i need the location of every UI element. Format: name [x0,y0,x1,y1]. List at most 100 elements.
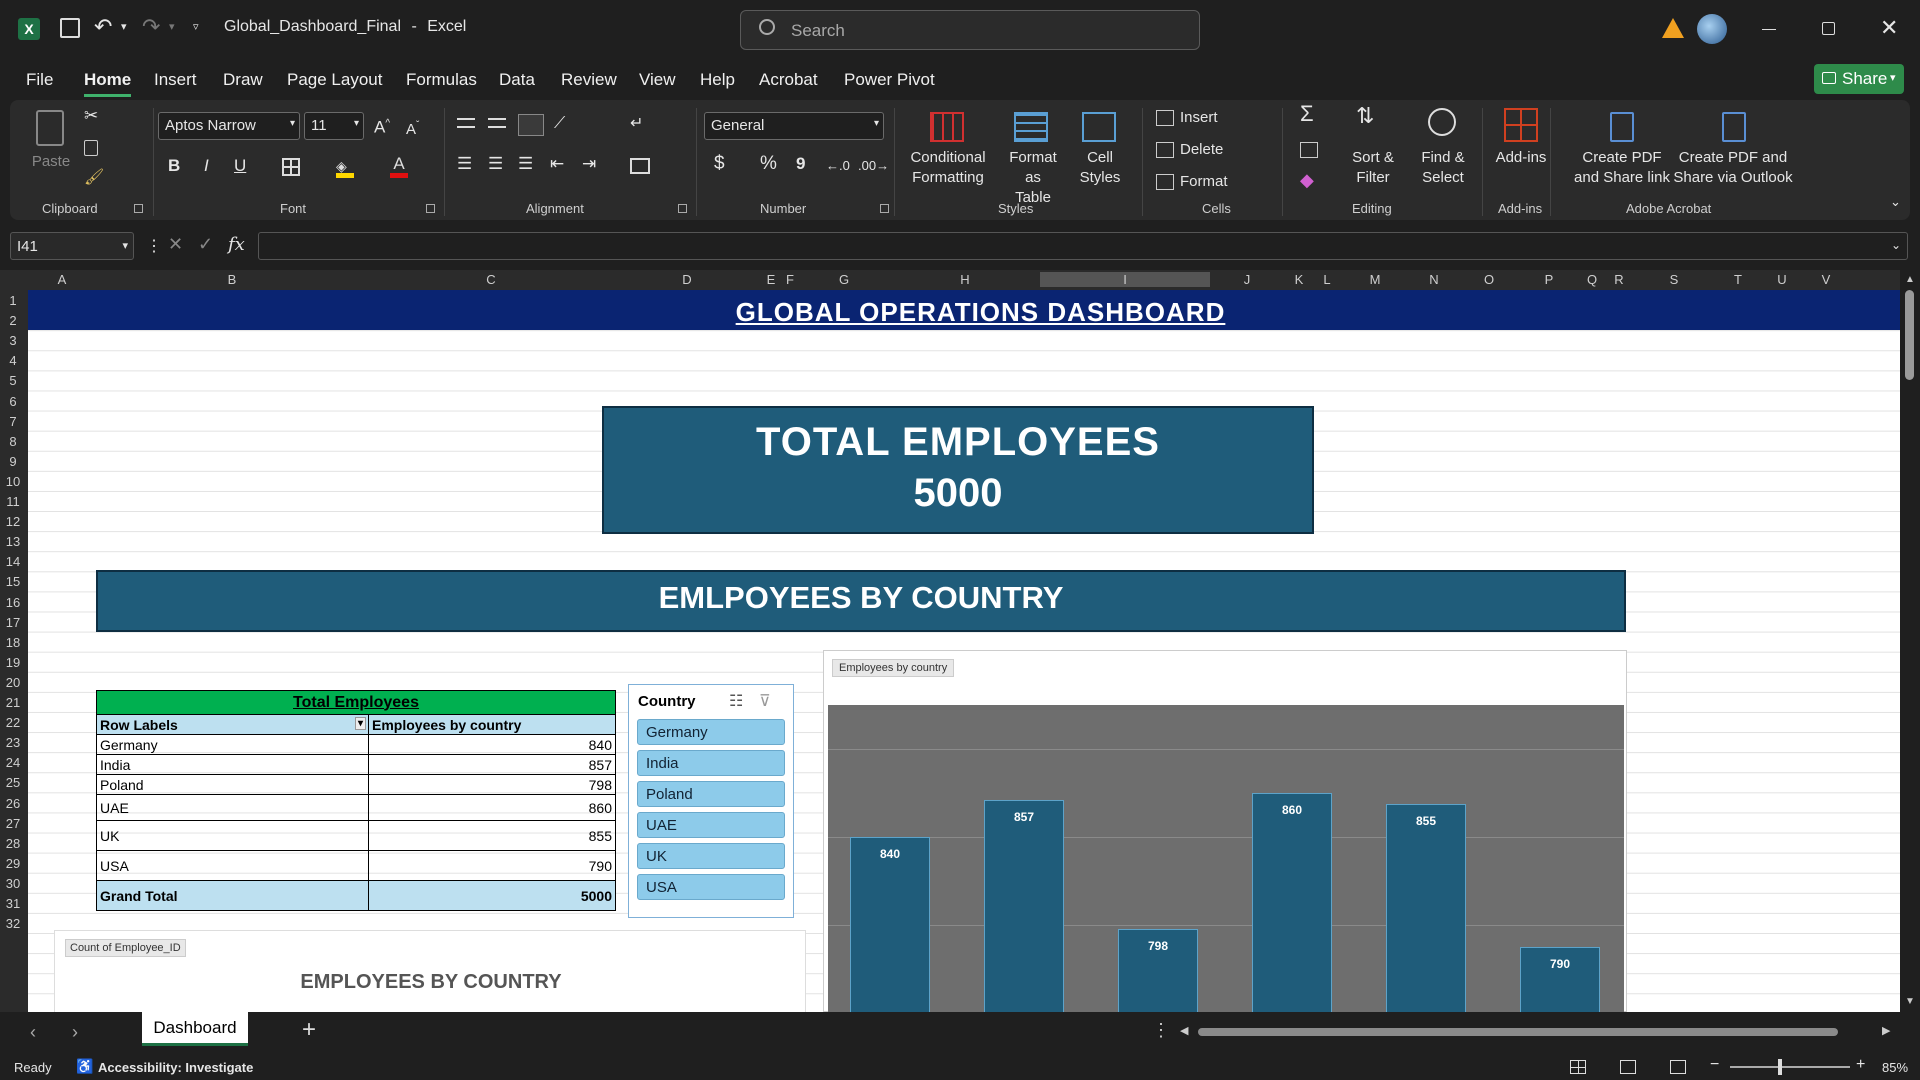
row-header[interactable]: 9 [9,453,17,469]
column-header[interactable]: T [1734,272,1742,287]
row-header[interactable]: 18 [5,634,21,650]
conditional-formatting-icon[interactable] [930,112,964,142]
scroll-up-icon[interactable]: ▲ [1905,274,1915,285]
chart-bar-germany[interactable] [850,837,930,1012]
column-header[interactable]: U [1777,272,1787,287]
row-header[interactable]: 19 [5,654,21,670]
align-bottom-icon[interactable] [518,114,544,136]
cell-styles-icon[interactable] [1082,112,1116,142]
multi-select-icon[interactable]: ☷ [729,693,744,710]
more-options-icon[interactable]: ⋮ [1152,1020,1170,1040]
conditional-formatting-button[interactable]: Conditional Formatting [906,148,990,188]
menu-file[interactable]: File [26,70,54,89]
table-row[interactable]: USA 790 [96,850,616,881]
share-button[interactable]: Share ▾ [1814,64,1904,94]
row-header[interactable]: 27 [5,815,21,831]
row-header[interactable]: 22 [5,715,21,731]
menu-power-pivot[interactable]: Power Pivot [844,70,935,89]
menu-home[interactable]: Home [84,70,132,97]
create-pdf-share-icon[interactable] [1610,112,1634,142]
share-dropdown-icon[interactable]: ▾ [1890,72,1896,84]
page-layout-view-icon[interactable] [1620,1060,1636,1074]
sort-filter-icon[interactable]: ⇅ [1356,103,1375,128]
column-header[interactable]: R [1614,272,1624,287]
name-box[interactable]: I41 ▾ [10,232,134,260]
paste-icon[interactable] [36,110,64,146]
table-row[interactable]: Poland 798 [96,774,616,795]
vertical-scrollbar[interactable]: ▲ ▼ [1900,270,1920,1012]
italic-button[interactable]: I [204,156,209,175]
column-header[interactable]: G [838,272,850,287]
row-header[interactable]: 31 [5,896,21,911]
clipboard-launcher-icon[interactable] [134,204,143,213]
addins-button[interactable]: Add-ins [1495,149,1547,166]
cancel-icon[interactable]: ✕ [168,234,184,254]
column-header[interactable]: P [1544,272,1554,287]
align-middle-icon[interactable] [488,118,506,128]
format-cells-button[interactable]: Format [1180,173,1228,190]
row-header[interactable]: 15 [5,574,21,590]
merge-center-icon[interactable] [630,158,650,174]
underline-button[interactable]: U [234,156,247,175]
alignment-launcher-icon[interactable] [678,204,687,213]
scroll-right-icon[interactable]: ▶ [1882,1025,1891,1037]
chart2-field-button[interactable]: Count of Employee_ID [65,939,186,957]
page-break-view-icon[interactable] [1670,1060,1686,1074]
redo-dropdown-icon[interactable]: ▾ [169,21,175,33]
sheet-tab-dashboard[interactable]: Dashboard [142,1012,248,1046]
table-row[interactable]: Germany 840 [96,734,616,755]
row-header[interactable]: 12 [5,514,21,530]
row-header[interactable]: 20 [5,674,21,690]
avatar[interactable] [1697,14,1727,44]
scroll-down-icon[interactable]: ▼ [1905,996,1915,1007]
font-name-dropdown[interactable]: Aptos Narrow ▾ [158,112,300,140]
slicer-item[interactable]: India [637,750,785,776]
column-header[interactable]: O [1483,272,1495,287]
row-header[interactable]: 3 [9,333,17,349]
font-size-dropdown[interactable]: 11 ▾ [304,112,364,140]
currency-button[interactable]: $ [714,153,725,174]
fill-icon[interactable] [1300,142,1318,158]
menu-data[interactable]: Data [499,70,535,89]
grow-font-icon[interactable]: A^ [374,117,391,137]
slicer-item[interactable]: UAE [637,812,785,838]
close-icon[interactable]: ✕ [1880,15,1899,40]
pivot-table[interactable]: Total Employees Row Labels ▾ Employees b… [96,690,616,911]
menu-acrobat[interactable]: Acrobat [759,70,818,89]
column-header[interactable]: F [786,272,794,287]
undo-icon[interactable]: ↶ [94,14,113,39]
column-header[interactable]: J [1243,272,1251,287]
horizontal-scrollbar[interactable] [1198,1028,1838,1036]
chart-bar-uae[interactable] [1252,793,1332,1012]
row-header[interactable]: 26 [5,795,21,811]
chart-bar-usa[interactable] [1520,947,1600,1012]
customize-qat-icon[interactable]: ▿ [193,21,199,33]
column-header[interactable]: N [1429,272,1439,287]
worksheet-grid[interactable]: GLOBAL OPERATIONS DASHBOARD TOTAL EMPLOY… [28,290,1900,1012]
comma-button[interactable]: 9 [796,154,806,173]
row-header[interactable]: 8 [9,433,17,449]
pivot-col-row-labels[interactable]: Row Labels ▾ [96,714,369,735]
create-pdf-outlook-icon[interactable] [1722,112,1746,142]
percent-button[interactable]: % [760,153,777,174]
row-header[interactable]: 21 [5,695,21,710]
enter-icon[interactable]: ✓ [198,234,214,254]
menu-formulas[interactable]: Formulas [406,70,477,89]
redo-icon[interactable]: ↷ [142,14,161,39]
expand-formula-icon[interactable]: ⌄ [1890,238,1901,252]
align-center-icon[interactable]: ☰ [488,154,504,173]
select-all-corner[interactable] [0,270,28,290]
row-header[interactable]: 25 [5,775,21,791]
find-select-button[interactable]: Find & Select [1416,148,1470,188]
country-pie-chart[interactable]: Count of Employee_ID EMPLOYEES BY COUNTR… [54,930,806,1012]
menu-review[interactable]: Review [561,70,617,89]
column-header[interactable]: H [960,272,970,287]
menu-page-layout[interactable]: Page Layout [287,70,383,89]
paste-button[interactable]: Paste [31,153,71,170]
increase-indent-icon[interactable]: ⇥ [582,154,597,173]
employees-bar-chart[interactable]: Employees by country 840 857 798 860 855 790 [823,650,1627,1012]
filter-dropdown-icon[interactable]: ▾ [354,717,366,730]
create-pdf-share-button[interactable]: Create PDF and Share link [1562,148,1682,188]
orientation-icon[interactable]: ⟋ [554,115,566,132]
decrease-indent-icon[interactable]: ⇤ [550,154,565,173]
